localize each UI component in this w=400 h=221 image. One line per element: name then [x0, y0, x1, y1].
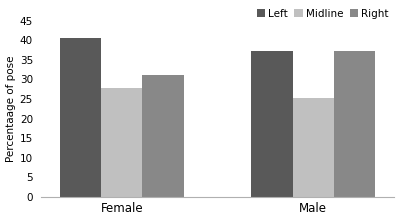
Y-axis label: Percentaage of pose: Percentaage of pose: [6, 55, 16, 162]
Bar: [142, 75, 184, 197]
Bar: [252, 51, 293, 197]
Bar: [101, 88, 142, 197]
Legend: Left, Midline, Right: Left, Midline, Right: [253, 5, 393, 23]
Bar: [60, 38, 101, 197]
Bar: [293, 98, 334, 197]
Bar: [334, 51, 375, 197]
